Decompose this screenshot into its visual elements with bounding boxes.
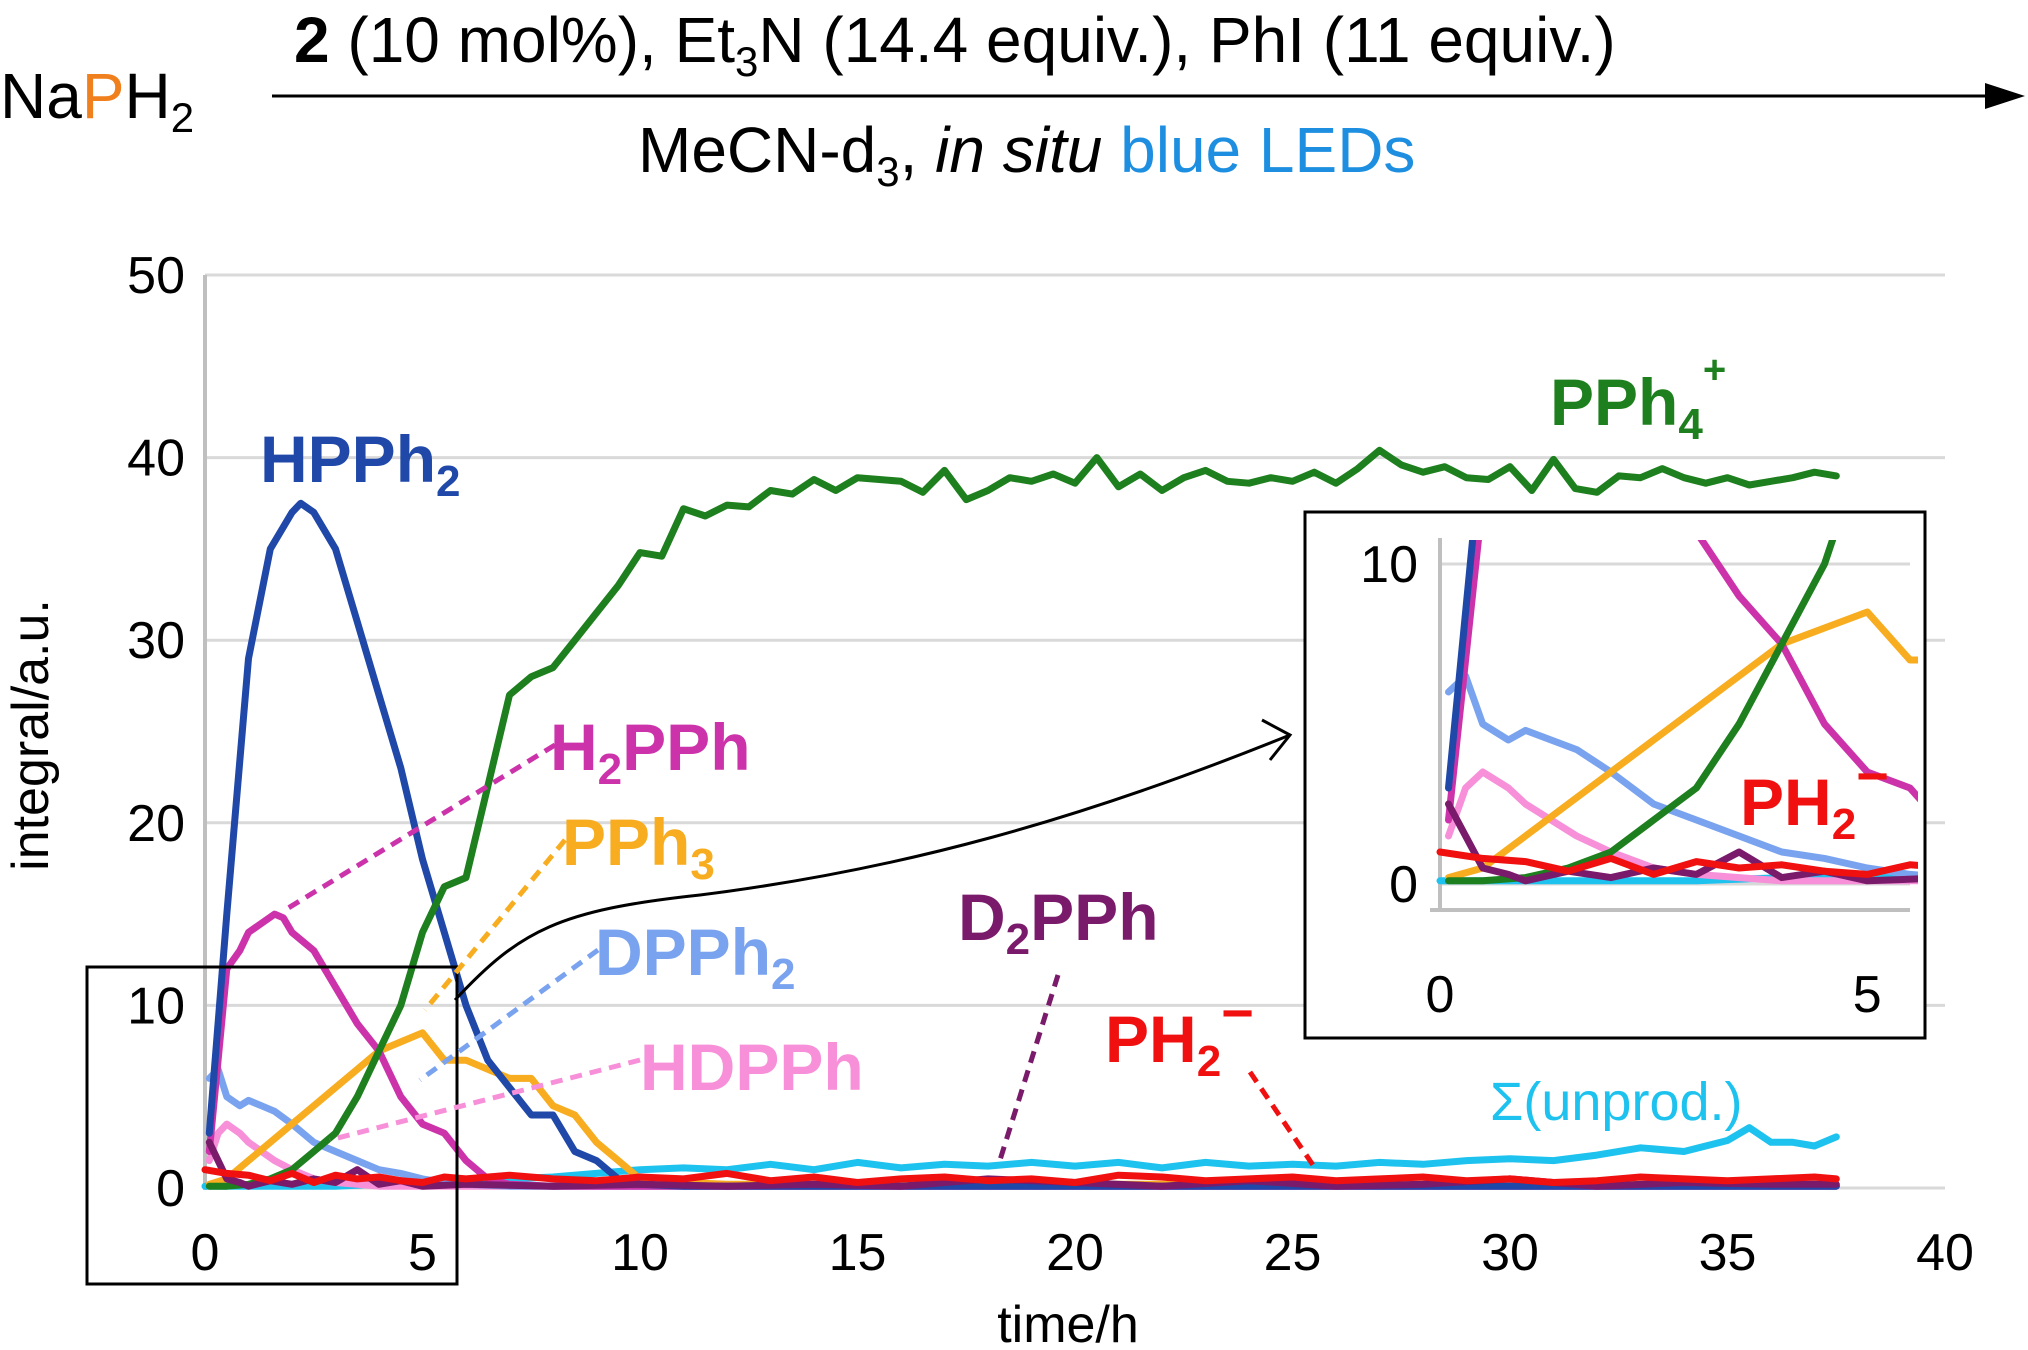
inset-x-tick-label: 5: [1853, 966, 1882, 1024]
series-line-ph2: [201, 1166, 1840, 1186]
y-tick-label: 20: [127, 795, 185, 853]
x-tick-labels: 0 5 10 15 20 25 30 35 40: [191, 1224, 1974, 1282]
series-label-d2pph: D2PPh: [958, 880, 1159, 964]
y-axis-title: integral/a.u.: [2, 599, 60, 871]
y-tick-label: 30: [127, 612, 185, 670]
leader-d2pph: [997, 974, 1061, 1161]
inset-series: [1436, 540, 1918, 885]
x-tick-label: 40: [1916, 1224, 1974, 1282]
inset-plot: 0 10 0 5: [1360, 536, 1918, 1024]
inset-connector-arrowhead: [1261, 718, 1293, 761]
inset-series-line-dpph2: [1445, 672, 1918, 879]
inset-series-line-hdpph: [1445, 768, 1918, 885]
x-tick-label: 5: [408, 1224, 437, 1282]
leader-dpph2: [418, 947, 600, 1083]
series-label-pph3: PPh3: [562, 805, 715, 889]
reactant-label: NaPH2: [0, 60, 194, 141]
conditions-above: 2 (10 mol%), Et3N (14.4 equiv.), PhI (11…: [294, 4, 1616, 85]
leader-h2pph: [283, 742, 557, 913]
data-series: [201, 446, 1840, 1190]
series-label-h2pph: H2PPh: [550, 710, 751, 794]
conditions-below: MeCN-d3, in situ blue LEDs: [638, 114, 1415, 195]
series-line-pph4: [205, 446, 1840, 1190]
y-tick-label: 0: [156, 1160, 185, 1218]
x-tick-label: 20: [1046, 1224, 1104, 1282]
zoom-region-box: [85, 965, 459, 1286]
series-label-ph2: PH2−: [1105, 981, 1254, 1086]
reaction-scheme: NaPH2 2 (10 mol%), Et3N (14.4 equiv.), P…: [0, 4, 2025, 195]
leader-pph3: [423, 838, 567, 1012]
x-axis-title: time/h: [997, 1296, 1139, 1350]
series-label-unprod: Σ(unprod.): [1490, 1072, 1743, 1132]
inset-frame: [1303, 510, 1927, 1040]
series-label-hdpph: HDPPh: [640, 1030, 864, 1104]
inset-connector-arrow: [453, 733, 1291, 1002]
inset-series-line-h2pph: [1445, 540, 1918, 824]
series-label-dpph2: DPPh2: [595, 915, 796, 999]
x-tick-label: 30: [1481, 1224, 1539, 1282]
x-tick-label: 10: [611, 1224, 669, 1282]
leader-ph2: [1247, 1070, 1318, 1170]
x-tick-label: 25: [1264, 1224, 1322, 1282]
y-tick-label: 40: [127, 430, 185, 488]
inset-x-tick-label: 0: [1426, 966, 1455, 1024]
y-tick-labels: 0 10 20 30 40 50: [127, 247, 185, 1218]
inset-series-line-ph2: [1436, 848, 1918, 878]
inset-series-line-pph3: [1445, 608, 1918, 882]
reaction-arrow-head: [1985, 83, 2025, 109]
x-tick-label: 15: [829, 1224, 887, 1282]
leader-hdpph: [329, 1057, 641, 1143]
x-tick-label: 0: [191, 1224, 220, 1282]
inset-y-tick-label: 10: [1360, 536, 1418, 594]
inset-y-tick-label: 0: [1389, 856, 1418, 914]
series-labels: HPPh2 PPh4+ H2PPh PPh3 DPPh2 HDPPh D2PPh…: [260, 348, 1889, 1170]
y-tick-label: 50: [127, 247, 185, 305]
series-label-pph4: PPh4+: [1550, 348, 1726, 449]
x-tick-label: 35: [1699, 1224, 1757, 1282]
y-tick-label: 10: [127, 977, 185, 1035]
series-label-hpph2: HPPh2: [260, 422, 461, 506]
